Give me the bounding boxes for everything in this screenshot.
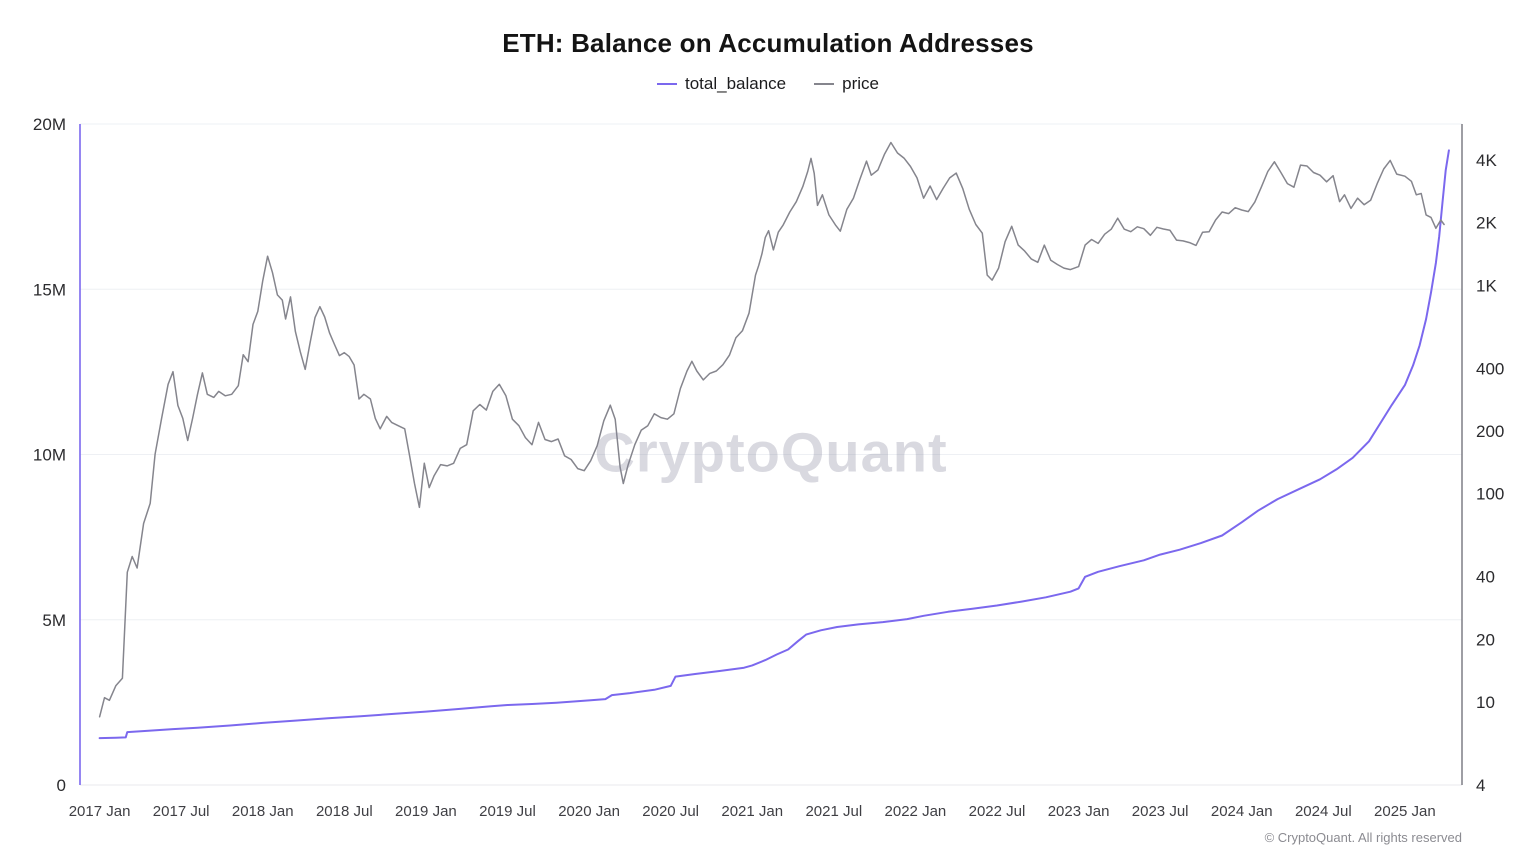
- x-tick-label: 2021 Jul: [805, 803, 862, 820]
- y-right-tick-label: 10: [1476, 693, 1495, 712]
- y-right-tick-label: 200: [1476, 422, 1504, 441]
- legend: total_balance price: [0, 74, 1536, 94]
- x-tick-label: 2023 Jul: [1132, 803, 1189, 820]
- y-left-tick-label: 10M: [33, 446, 66, 465]
- copyright-footer: © CryptoQuant. All rights reserved: [1264, 830, 1462, 845]
- y-left-tick-label: 20M: [33, 115, 66, 134]
- y-right-tick-label: 100: [1476, 485, 1504, 504]
- y-right-tick-label: 400: [1476, 359, 1504, 378]
- total-balance-line-icon: [657, 83, 677, 85]
- x-tick-label: 2022 Jan: [885, 803, 947, 820]
- x-tick-label: 2017 Jan: [69, 803, 131, 820]
- y-right-tick-label: 4K: [1476, 151, 1497, 170]
- x-tick-label: 2024 Jan: [1211, 803, 1273, 820]
- x-tick-label: 2025 Jan: [1374, 803, 1436, 820]
- x-tick-label: 2021 Jan: [721, 803, 783, 820]
- y-right-tick-label: 20: [1476, 630, 1495, 649]
- legend-label-total-balance: total_balance: [685, 74, 787, 93]
- x-tick-label: 2019 Jul: [479, 803, 536, 820]
- legend-label-price: price: [842, 74, 879, 93]
- x-tick-label: 2018 Jul: [316, 803, 373, 820]
- series-total_balance-line: [98, 149, 1450, 740]
- legend-item-total-balance[interactable]: total_balance: [657, 74, 786, 94]
- x-tick-label: 2024 Jul: [1295, 803, 1352, 820]
- x-tick-label: 2017 Jul: [153, 803, 210, 820]
- y-left-tick-label: 0: [57, 776, 66, 795]
- y-left-tick-label: 5M: [42, 611, 66, 630]
- price-line-icon: [814, 83, 835, 85]
- chart-title: ETH: Balance on Accumulation Addresses: [502, 28, 1034, 58]
- y-right-tick-label: 40: [1476, 568, 1495, 587]
- y-right-tick-label: 1K: [1476, 276, 1497, 295]
- y-left-tick-label: 15M: [33, 280, 66, 299]
- y-right-tick-label: 4: [1476, 776, 1485, 795]
- series-price-line: [98, 141, 1445, 718]
- x-tick-label: 2020 Jan: [558, 803, 620, 820]
- x-tick-label: 2020 Jul: [642, 803, 699, 820]
- x-tick-label: 2022 Jul: [969, 803, 1026, 820]
- x-tick-label: 2019 Jan: [395, 803, 457, 820]
- x-tick-label: 2023 Jan: [1048, 803, 1110, 820]
- y-right-tick-label: 2K: [1476, 214, 1497, 233]
- x-tick-label: 2018 Jan: [232, 803, 294, 820]
- legend-item-price[interactable]: price: [814, 74, 879, 94]
